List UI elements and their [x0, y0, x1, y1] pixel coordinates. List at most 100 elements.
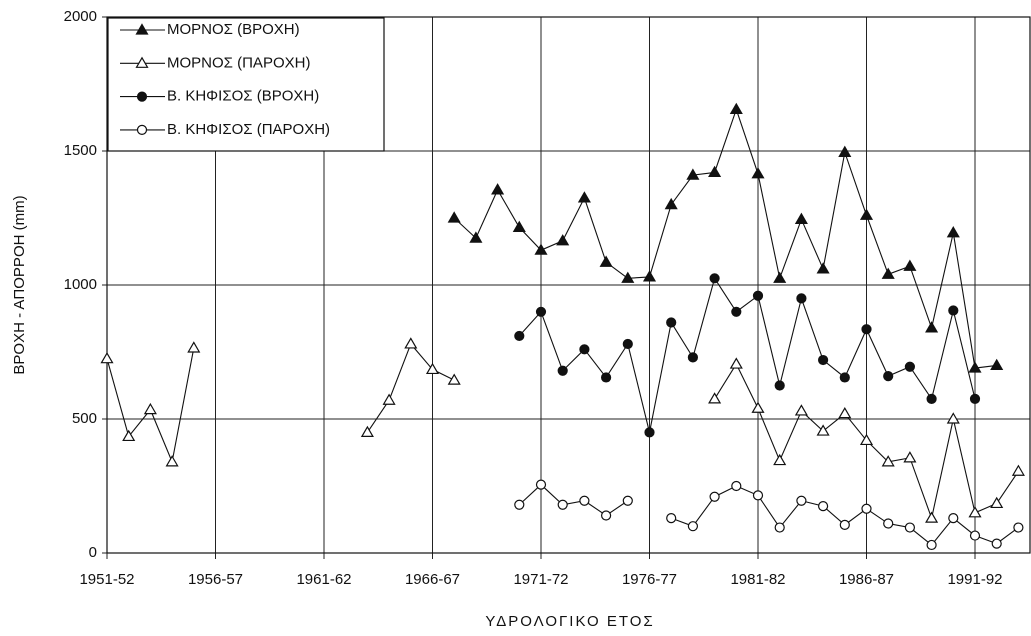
data-point — [666, 513, 677, 524]
data-point — [991, 538, 1002, 549]
data-point — [556, 234, 570, 246]
data-point — [687, 352, 699, 363]
data-point — [773, 271, 787, 283]
x-tick-label: 1976-77 — [622, 571, 677, 588]
plot-area — [100, 102, 1025, 551]
data-point — [796, 495, 807, 506]
x-tick-label: 1981-82 — [730, 571, 785, 588]
data-point — [664, 197, 678, 210]
data-point — [816, 262, 830, 274]
data-point — [883, 518, 894, 529]
series-line — [453, 107, 997, 369]
data-point — [904, 361, 916, 372]
data-point — [903, 259, 917, 271]
series-line — [518, 276, 976, 433]
data-point — [425, 362, 440, 375]
data-point — [512, 220, 526, 232]
y-tick-label: 1000 — [64, 276, 97, 293]
data-point — [838, 145, 852, 157]
data-point — [904, 522, 916, 533]
series-line — [518, 483, 1019, 546]
data-point — [861, 324, 872, 335]
data-point — [948, 513, 959, 524]
data-point — [382, 393, 396, 405]
data-point — [469, 231, 483, 243]
data-point — [535, 479, 547, 490]
data-point — [816, 424, 830, 436]
data-point — [557, 365, 568, 376]
data-point — [447, 211, 461, 223]
data-point — [968, 361, 982, 373]
legend-label: Β. ΚΗΦΙΣΟΣ (ΠΑΡΟΧΗ) — [167, 121, 330, 138]
data-point — [751, 167, 765, 179]
data-point — [1011, 464, 1025, 476]
y-tick-label: 0 — [89, 544, 97, 561]
legend-label: ΜΟΡΝΟΣ (ΠΑΡΟΧΗ) — [167, 54, 310, 71]
y-tick-label: 1500 — [64, 142, 97, 159]
data-point — [1013, 522, 1024, 533]
data-point — [731, 306, 742, 317]
data-point — [881, 455, 895, 467]
data-point — [969, 393, 981, 404]
y-tick-label: 500 — [72, 410, 97, 427]
data-point — [926, 539, 937, 551]
x-tick-label: 1951-52 — [79, 571, 134, 588]
data-point — [557, 499, 568, 510]
data-point — [187, 341, 201, 353]
data-point — [514, 499, 525, 510]
data-point — [447, 373, 461, 385]
legend: ΜΟΡΝΟΣ (ΒΡΟΧΗ) ΜΟΡΝΟΣ (ΠΑΡΟΧΗ) Β. ΚΗΦΙΣΟΣ … — [107, 17, 385, 152]
data-point — [731, 480, 742, 492]
data-point — [709, 273, 720, 284]
data-point — [773, 453, 787, 466]
data-point — [752, 290, 764, 301]
data-point — [751, 401, 765, 413]
data-point — [122, 429, 136, 442]
data-point — [600, 372, 612, 383]
data-point — [622, 495, 633, 506]
data-point — [861, 503, 872, 514]
data-point — [514, 330, 525, 342]
data-point — [774, 380, 785, 391]
data-point — [143, 402, 157, 415]
data-point — [859, 433, 874, 446]
data-point — [817, 354, 829, 366]
data-point — [642, 270, 657, 282]
data-point — [165, 455, 179, 467]
data-point — [687, 521, 699, 532]
data-point — [839, 372, 850, 383]
data-point — [621, 271, 635, 283]
data-point — [969, 530, 981, 541]
x-axis-label: ΥΔΡΟΛΟΓΙΚΟ ΕΤΟΣ — [485, 613, 654, 630]
legend-label: ΜΟΡΝΟΣ (ΒΡΟΧΗ) — [167, 21, 300, 38]
data-point — [925, 511, 939, 523]
data-point — [729, 357, 743, 369]
y-axis-label: ΒΡΟΧΗ - ΑΠΟΡΡΟΗ (mm) — [11, 195, 28, 374]
data-point — [817, 501, 829, 512]
data-point — [946, 226, 960, 238]
data-point — [946, 412, 960, 424]
data-point — [752, 490, 764, 501]
y-tick-label: 2000 — [64, 8, 97, 25]
data-point — [883, 371, 894, 382]
legend-marker — [136, 91, 148, 102]
data-point — [666, 317, 677, 328]
x-tick-label: 1986-87 — [839, 571, 894, 588]
data-point — [794, 212, 808, 224]
data-point — [926, 393, 937, 404]
x-tick-label: 1961-62 — [296, 571, 351, 588]
data-point — [599, 255, 613, 267]
x-tick-label: 1956-57 — [188, 571, 243, 588]
x-tick-label: 1991-92 — [947, 571, 1002, 588]
data-point — [903, 451, 917, 463]
data-point — [404, 337, 418, 349]
data-point — [729, 102, 743, 115]
data-point — [838, 406, 852, 419]
data-point — [948, 305, 959, 316]
data-point — [925, 321, 939, 333]
legend-label: Β. ΚΗΦΙΣΟΣ (ΒΡΟΧΗ) — [167, 88, 319, 105]
data-point — [774, 522, 785, 533]
data-point — [839, 519, 850, 530]
data-point — [644, 427, 655, 438]
